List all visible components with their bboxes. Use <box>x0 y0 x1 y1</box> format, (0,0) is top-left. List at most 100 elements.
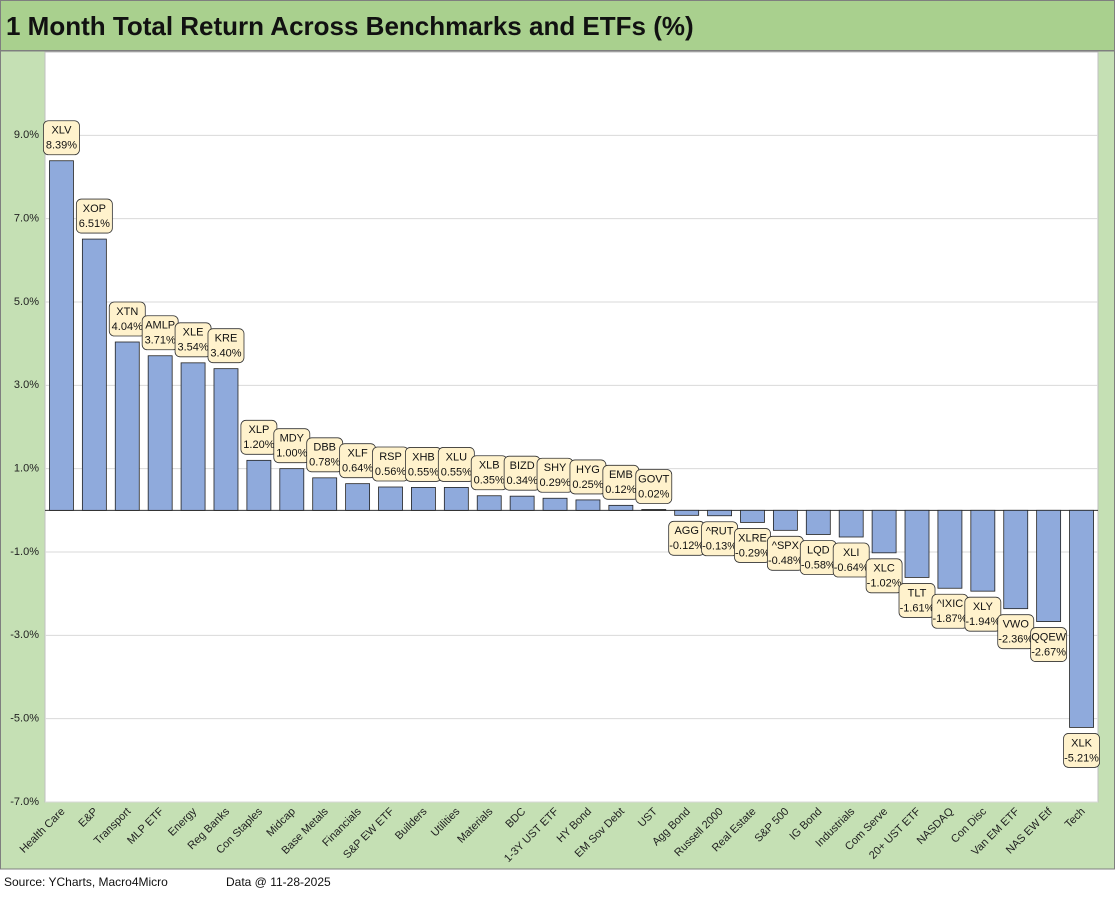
data-label-value: 0.56% <box>375 466 406 478</box>
data-label-box <box>1030 627 1068 662</box>
data-label: HYG 0.25% <box>569 459 607 495</box>
bar <box>707 509 732 517</box>
data-label-ticker: ^RUT <box>706 526 734 538</box>
data-label-ticker: XLV <box>51 125 72 137</box>
bar <box>542 497 568 511</box>
data-label: XLK -5.21% <box>1063 733 1100 768</box>
data-label-value: 0.02% <box>638 488 669 500</box>
data-label-ticker: TLT <box>908 587 927 599</box>
data-label-box <box>1063 733 1100 768</box>
data-label-value: -1.02% <box>867 578 902 590</box>
bar <box>411 487 436 511</box>
data-label-ticker: XLU <box>446 451 467 463</box>
data-label: XLP 1.20% <box>240 419 278 455</box>
data-label-box <box>964 596 1002 632</box>
data-label-ticker: AMLP <box>145 320 175 332</box>
bar <box>740 509 765 523</box>
bar <box>49 160 74 511</box>
data-label-value: 0.25% <box>572 479 603 491</box>
y-tick-label: -1.0% <box>10 546 39 558</box>
data-label-ticker: VWO <box>1003 619 1030 631</box>
data-label: QQEW -2.67% <box>1030 627 1068 662</box>
data-label: EMB 0.12% <box>602 464 640 500</box>
y-tick-label: 1.0% <box>14 463 39 475</box>
data-label-value: 4.04% <box>112 321 143 333</box>
data-label: VWO -2.36% <box>997 614 1035 650</box>
data-label-value: 3.40% <box>210 348 241 360</box>
data-label-ticker: ^IXIC <box>937 598 964 610</box>
bar <box>246 459 272 511</box>
data-label-ticker: GOVT <box>638 473 669 485</box>
data-label-value: -1.94% <box>965 616 1000 628</box>
bar <box>904 509 930 578</box>
y-tick-label: -5.0% <box>10 713 39 725</box>
data-label: XLV 8.39% <box>43 120 80 156</box>
bar <box>180 362 206 511</box>
data-label-box <box>75 198 113 234</box>
data-label-value: 0.78% <box>309 457 340 469</box>
bar <box>476 495 502 511</box>
y-tick-label: 7.0% <box>14 213 39 225</box>
bar <box>641 509 667 511</box>
data-label: KRE 3.40% <box>207 328 245 364</box>
data-label-ticker: XLC <box>873 563 894 575</box>
data-label-ticker: XLE <box>183 327 204 339</box>
y-tick-label: 9.0% <box>14 129 39 141</box>
data-label-ticker: LQD <box>807 544 830 556</box>
bar <box>805 509 831 535</box>
bar <box>345 483 371 511</box>
data-label-ticker: XTN <box>116 306 138 318</box>
data-label: XLY -1.94% <box>964 596 1002 632</box>
title-band <box>0 0 1115 51</box>
data-label-ticker: MDY <box>280 433 305 445</box>
data-label-ticker: XLRE <box>738 532 767 544</box>
bar <box>1069 509 1094 728</box>
bar <box>213 368 239 511</box>
data-label-value: 3.54% <box>177 342 208 354</box>
data-label: SHY 0.29% <box>536 457 574 493</box>
data-label-value: 0.12% <box>605 484 636 496</box>
data-label-value: -0.29% <box>735 547 770 559</box>
data-label-ticker: XLB <box>479 460 500 472</box>
data-label-ticker: DBB <box>313 442 336 454</box>
data-label: XLB 0.35% <box>470 455 508 491</box>
data-label-ticker: XLF <box>348 448 368 460</box>
data-label-value: -1.87% <box>932 613 967 625</box>
data-label-ticker: XLI <box>843 547 860 559</box>
data-label-ticker: BIZD <box>510 460 535 472</box>
data-label: AMLP 3.71% <box>141 315 179 351</box>
y-tick-label: -7.0% <box>10 796 39 808</box>
y-tick-label: 5.0% <box>14 296 39 308</box>
bar <box>1003 509 1029 610</box>
data-label: XLF 0.64% <box>339 443 377 479</box>
data-label-ticker: HYG <box>576 464 600 476</box>
data-label: XLRE -0.29% <box>734 528 771 563</box>
data-label-value: -0.64% <box>834 562 869 574</box>
bar <box>1036 509 1062 622</box>
data-label: TLT -1.61% <box>898 583 936 618</box>
data-label-value: 1.00% <box>276 448 307 460</box>
data-label-value: 0.55% <box>441 466 472 478</box>
data-label: XLC -1.02% <box>865 558 903 594</box>
data-label: ^RUT -0.13% <box>701 521 738 557</box>
data-label-value: 6.51% <box>79 218 110 230</box>
data-label: DBB 0.78% <box>306 437 344 473</box>
data-label-value: 0.35% <box>474 475 505 487</box>
bar <box>81 238 107 511</box>
data-label-value: -2.67% <box>1031 646 1066 658</box>
source-note: Source: YCharts, Macro4Micro <box>4 875 168 889</box>
bar <box>838 509 864 538</box>
data-label: XLE 3.54% <box>174 322 212 358</box>
bar <box>312 477 338 511</box>
data-label: RSP 0.56% <box>372 446 409 482</box>
data-label-box <box>207 328 245 364</box>
y-tick-label: -3.0% <box>10 629 39 641</box>
data-label-value: -5.21% <box>1064 752 1099 764</box>
y-tick-label: 3.0% <box>14 379 39 391</box>
data-label: AGG -0.12% <box>668 520 706 556</box>
bar <box>147 355 173 511</box>
data-label-value: 0.64% <box>342 463 373 475</box>
data-label-value: -1.61% <box>900 602 935 614</box>
data-label-ticker: KRE <box>215 333 238 345</box>
